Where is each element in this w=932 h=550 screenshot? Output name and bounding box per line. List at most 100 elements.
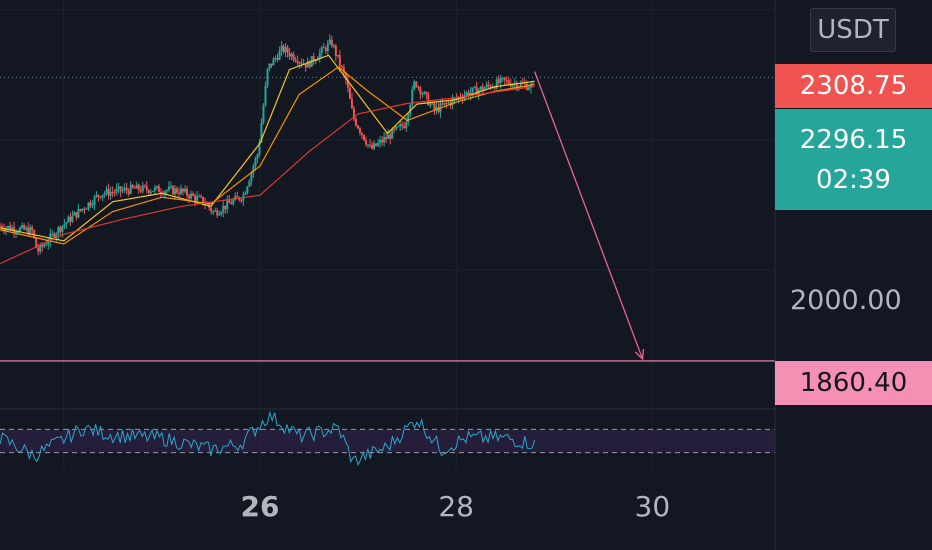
- candle-body: [473, 86, 476, 88]
- projection-arrow-line: [534, 71, 644, 360]
- candle-body: [344, 73, 347, 80]
- candle-body: [479, 86, 482, 90]
- candle-body: [383, 137, 386, 143]
- candle-body: [47, 242, 50, 245]
- candle-body: [469, 92, 472, 96]
- candle-body: [182, 188, 185, 192]
- currency-badge[interactable]: USDT: [810, 8, 896, 52]
- moving-average-line: [0, 54, 535, 242]
- candle-body: [83, 208, 86, 210]
- time-axis-tick: 28: [438, 490, 474, 523]
- moving-average-line: [0, 86, 535, 265]
- projection-arrow-head: [634, 348, 645, 361]
- candle-body: [39, 244, 42, 252]
- target-price-tag: 1860.40: [775, 361, 932, 405]
- candle-body: [115, 188, 118, 193]
- candle-body: [248, 181, 251, 187]
- candle-body: [230, 202, 233, 205]
- candle-body: [218, 214, 221, 216]
- candle-body: [260, 123, 263, 143]
- candle-body: [113, 192, 116, 194]
- candle-body: [485, 84, 488, 88]
- candle-body: [423, 91, 426, 94]
- candle-body: [139, 189, 142, 192]
- candle-body: [129, 184, 132, 194]
- candle-body: [308, 61, 311, 67]
- candle-body: [109, 192, 112, 196]
- time-axis-tick: 26: [240, 490, 280, 523]
- candle-body: [91, 204, 94, 206]
- candle-body: [300, 62, 303, 64]
- rsi-band: [0, 429, 775, 453]
- candle-body: [306, 61, 309, 68]
- candle-body: [123, 187, 126, 190]
- candle-body: [415, 81, 418, 87]
- candle-body: [330, 39, 333, 47]
- candle-body: [196, 196, 199, 201]
- candle-body: [465, 92, 468, 96]
- candle-body: [145, 186, 148, 190]
- price-axis-label: 2000.00: [790, 285, 902, 316]
- candle-body: [15, 232, 18, 234]
- candle-body: [519, 83, 522, 87]
- candle-body: [159, 192, 162, 194]
- candle-body: [358, 128, 361, 133]
- candle-body: [499, 77, 502, 84]
- candle-body: [103, 193, 106, 195]
- candle-body: [268, 63, 271, 69]
- candle-body: [244, 192, 247, 195]
- candles-group: [0, 34, 534, 256]
- candle-body: [312, 56, 315, 62]
- candle-body: [35, 237, 38, 248]
- candle-body: [365, 140, 368, 145]
- candle-body: [216, 210, 219, 216]
- candle-body: [256, 154, 259, 159]
- candle-body: [284, 47, 287, 52]
- candle-body: [346, 79, 349, 88]
- candle-body: [467, 92, 470, 96]
- high-price-tag: 2308.75: [775, 64, 932, 108]
- candle-body: [292, 54, 295, 60]
- candle-body: [236, 195, 239, 198]
- candle-body: [155, 186, 158, 188]
- candle-body: [149, 191, 152, 194]
- candle-body: [280, 45, 283, 51]
- candle-body: [441, 103, 444, 105]
- candle-body: [290, 54, 293, 57]
- candle-body: [13, 227, 16, 233]
- candle-body: [367, 144, 370, 146]
- candle-body: [461, 98, 464, 100]
- candle-body: [85, 208, 88, 210]
- candle-body: [1, 226, 4, 229]
- candle-body: [61, 225, 64, 232]
- candle-body: [447, 102, 450, 104]
- candle-body: [387, 134, 390, 139]
- candle-body: [377, 142, 380, 146]
- candle-body: [228, 200, 231, 203]
- candle-body: [97, 195, 100, 197]
- candle-body: [210, 207, 213, 212]
- candle-body: [234, 195, 237, 200]
- candle-body: [33, 230, 36, 238]
- candle-body: [153, 187, 156, 192]
- last-price-tag: 2296.15 02:39: [775, 109, 932, 210]
- candle-body: [87, 202, 90, 209]
- candle-body: [451, 98, 454, 106]
- candle-body: [409, 104, 412, 115]
- candle-body: [391, 129, 394, 139]
- candle-body: [385, 137, 388, 139]
- candle-body: [258, 142, 261, 155]
- candle-body: [431, 103, 434, 105]
- candle-body: [381, 139, 384, 143]
- candle-body: [421, 93, 424, 95]
- candle-body: [298, 62, 301, 64]
- candle-body: [373, 143, 376, 149]
- candle-body: [304, 63, 307, 68]
- candle-body: [55, 234, 58, 239]
- candle-body: [3, 228, 6, 231]
- candle-body: [99, 196, 102, 198]
- candle-body: [521, 83, 524, 85]
- candle-body: [214, 210, 217, 212]
- candle-body: [429, 103, 432, 106]
